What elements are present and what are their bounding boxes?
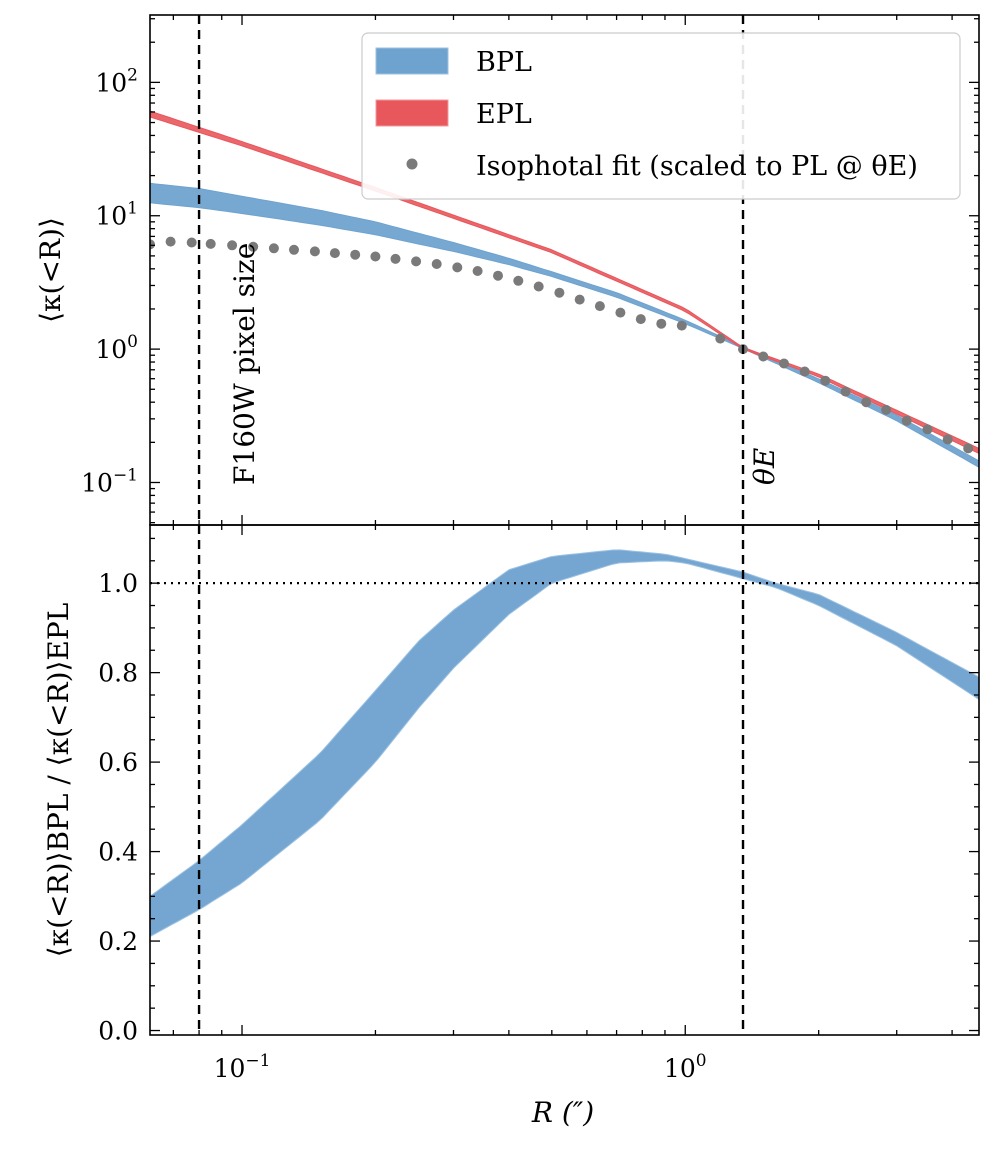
- isophotal-point: [881, 404, 892, 415]
- isophotal-point: [758, 351, 769, 362]
- isophotal-point: [165, 236, 176, 247]
- bottom-panel: 0.0 0.2 0.4 0.6 0.8 1.0 10−1 100: [98, 524, 980, 1083]
- bottom-y-tick-label: 1.0: [98, 569, 138, 598]
- legend-label-bpl: BPL: [476, 47, 532, 78]
- isophotal-point: [779, 358, 789, 369]
- isophotal-point: [594, 301, 605, 312]
- legend-swatch-epl: [375, 99, 449, 127]
- isophotal-point: [150, 239, 155, 250]
- isophotal-point: [248, 241, 259, 252]
- isophotal-point: [715, 333, 726, 344]
- isophotal-point: [799, 366, 810, 377]
- top-band-epl: [150, 110, 979, 455]
- top-y-axis-label: ⟨κ(<R)⟩: [34, 217, 67, 323]
- isophotal-point: [431, 259, 442, 269]
- x-tick-label: 10−1: [214, 1051, 271, 1083]
- top-y-tick-label: 102: [95, 65, 138, 97]
- bottom-band-ratio: [150, 549, 979, 938]
- isophotal-point: [656, 318, 667, 329]
- isophotal-point: [635, 314, 646, 325]
- isophotal-point: [370, 251, 381, 262]
- isophotal-point: [513, 275, 524, 286]
- bottom-y-tick-label: 0.4: [98, 838, 138, 867]
- isophotal-point: [227, 240, 238, 251]
- isophotal-point: [205, 238, 216, 249]
- isophotal-point: [268, 243, 279, 254]
- isophotal-point: [390, 253, 401, 264]
- legend: BPL EPL Isophotal fit (scaled to PL @ θE…: [361, 32, 961, 200]
- bottom-y-tick-label: 0.6: [98, 748, 138, 777]
- isophotal-point: [289, 244, 299, 255]
- isophotal-point: [574, 294, 585, 305]
- legend-swatch-bpl: [375, 47, 449, 75]
- isophotal-point: [186, 237, 197, 248]
- legend-frame: [361, 32, 961, 200]
- isophotal-point: [472, 266, 483, 276]
- annotation-pixel-size: F160W pixel size: [228, 243, 261, 485]
- isophotal-point: [963, 443, 974, 454]
- isophotal-point: [350, 249, 361, 260]
- bottom-y-tick-label: 0.8: [98, 659, 138, 688]
- isophotal-point: [309, 246, 320, 257]
- isophotal-point: [942, 434, 953, 445]
- isophotal-point: [533, 281, 544, 292]
- top-y-tick-label: 100: [95, 332, 138, 364]
- isophotal-point: [329, 248, 340, 259]
- bottom-y-axis-label: ⟨κ(<R)⟩BPL / ⟨κ(<R)⟩EPL: [42, 603, 75, 958]
- isophotal-point: [820, 375, 831, 386]
- isophotal-point: [840, 386, 851, 397]
- top-y-tick-label: 10−1: [81, 465, 138, 497]
- isophotal-point: [861, 397, 872, 408]
- isophotal-point: [901, 415, 912, 426]
- bottom-y-tick-label: 0.0: [98, 1017, 138, 1046]
- isophotal-point: [922, 424, 933, 435]
- isophotal-point: [452, 262, 463, 273]
- x-tick-label: 100: [664, 1051, 707, 1083]
- isophotal-point: [615, 307, 626, 318]
- top-band-bpl: [150, 182, 979, 468]
- x-axis-label: R (″): [531, 1096, 594, 1129]
- top-y-tick-label: 101: [95, 199, 138, 231]
- bottom-panel-frame: [149, 524, 980, 1036]
- isophotal-point: [411, 256, 422, 267]
- isophotal-point: [493, 270, 503, 281]
- bottom-y-tick-label: 0.2: [98, 927, 138, 956]
- isophotal-point: [676, 320, 687, 331]
- legend-label-epl: EPL: [476, 99, 532, 130]
- isophotal-point: [554, 287, 565, 298]
- legend-label-isophotal: Isophotal fit (scaled to PL @ θE): [476, 151, 918, 182]
- legend-marker-isophotal: [406, 158, 418, 170]
- annotation-theta-e: θE: [748, 448, 781, 485]
